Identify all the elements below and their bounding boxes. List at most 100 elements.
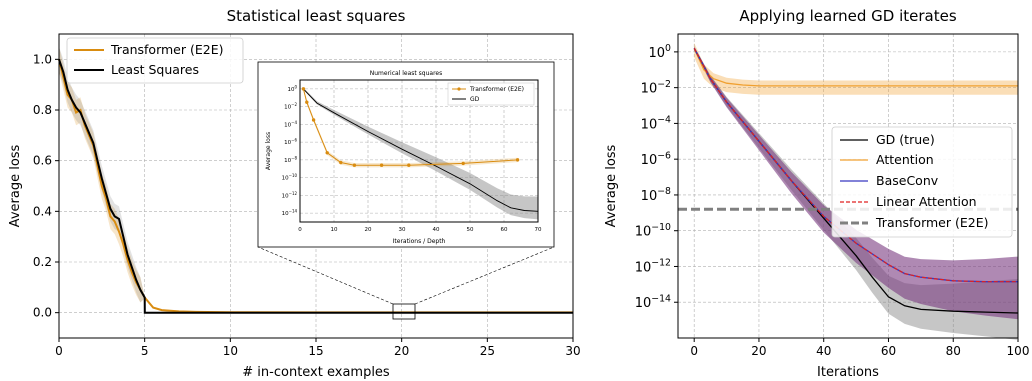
- zoom-connector-right: [414, 246, 555, 305]
- right-y-tick-label: 10−10: [635, 222, 671, 240]
- inset-y-tick-label: 10−10: [282, 173, 298, 181]
- right-legend-box: [831, 126, 1013, 238]
- inset-y-tick-label: 10−12: [282, 191, 298, 199]
- inset-x-tick-label: 60: [501, 227, 508, 233]
- right-plot-frame: [677, 33, 1019, 339]
- right-y-axis-label: Average loss: [604, 144, 619, 227]
- right-y-tick-label: 10−4: [641, 115, 671, 133]
- left-chart: Statistical least squares 0 5 10 15 20 25 30 0.…: [8, 7, 581, 380]
- right-legend: GD (true) Attention BaseConv Linear Atte…: [831, 126, 1013, 238]
- inset-title: Numerical least squares: [370, 70, 443, 77]
- right-y-tick-label: 10−2: [641, 79, 671, 97]
- inset-y-tick-label: 10−6: [284, 138, 297, 146]
- left-y-tick-label: 0.2: [33, 255, 52, 269]
- inset-transformer-line: [302, 88, 518, 166]
- right-x-tick-label: 60: [881, 344, 896, 358]
- left-series-lines: [58, 58, 573, 314]
- inset-tick-labels: 0 10 20 30 40 50 60 70 100 10−2 10−4 10−6 10−8 10−10 1…: [282, 84, 542, 233]
- inset-x-tick-label: 50: [467, 227, 474, 233]
- right-chart-title: Applying learned GD iterates: [739, 7, 957, 25]
- right-x-tick-label: 0: [690, 344, 698, 358]
- baseconv-band: [694, 46, 1018, 320]
- inset-chart: Numerical least squares 0 10 20 30 40 50 60 70 1…: [257, 61, 555, 248]
- inset-x-tick-label: 70: [535, 227, 542, 233]
- right-x-tick-label: 80: [946, 344, 961, 358]
- attention-band: [694, 42, 1018, 95]
- inset-transformer-point: [305, 100, 309, 104]
- legend-label-transformer: Transformer (E2E): [110, 42, 223, 57]
- left-y-axis-label: Average loss: [8, 144, 23, 227]
- inset-legend-label-gd: GD: [470, 96, 480, 103]
- left-plot-frame: [58, 33, 574, 339]
- legend-label-gd-true: GD (true): [876, 132, 935, 147]
- left-x-tick-label: 20: [394, 344, 409, 358]
- left-y-tick-label: 0.4: [33, 204, 52, 218]
- inset-series-lines: [301, 87, 539, 212]
- inset-x-tick-label: 0: [298, 227, 302, 233]
- zoom-box: [392, 303, 416, 320]
- left-x-tick-label: 25: [480, 344, 495, 358]
- left-chart-title: Statistical least squares: [227, 7, 406, 25]
- left-x-tick-label: 30: [565, 344, 580, 358]
- inset-confidence-band: [303, 86, 538, 220]
- inset-x-axis-label: Iterations / Depth: [393, 238, 446, 245]
- right-x-tick-label: 40: [816, 344, 831, 358]
- left-x-tick-label: 15: [308, 344, 323, 358]
- inset-transformer-point: [352, 163, 357, 167]
- legend-label-linear-attention: Linear Attention: [876, 194, 977, 209]
- inset-legend-box: [447, 82, 535, 106]
- inset-transformer-point: [407, 163, 411, 167]
- right-y-tick-label: 100: [649, 43, 672, 61]
- inset-transformer-point: [301, 87, 306, 91]
- inset-transformer-point: [339, 160, 343, 165]
- legend-label-least-squares: Least Squares: [111, 62, 199, 77]
- inset-y-tick-label: 10−8: [284, 155, 297, 163]
- left-tick-labels: 0 5 10 15 20 25 30 0.0 0.2 0.4 0.6 0.8 1.0: [33, 52, 581, 358]
- inset-transformer-point: [515, 158, 520, 162]
- right-x-axis-label: Iterations: [817, 365, 879, 380]
- inset-transformer-point: [311, 118, 316, 122]
- right-y-tick-label: 10−8: [641, 186, 671, 204]
- legend-label-attention: Attention: [876, 152, 934, 167]
- right-x-tick-label: 20: [751, 344, 766, 358]
- left-y-tick-label: 0.8: [33, 103, 52, 117]
- inset-legend-marker-transformer: [457, 87, 461, 91]
- linear-attention-line: [693, 48, 1018, 283]
- inset-x-tick-label: 20: [365, 227, 372, 233]
- inset-transformer-point: [325, 151, 329, 155]
- inset-y-axis-label: Average loss: [265, 132, 272, 170]
- inset-y-tick-label: 10−4: [284, 120, 297, 128]
- legend-label-baseconv: BaseConv: [876, 173, 939, 188]
- inset-gd-band: [303, 87, 538, 220]
- zoom-connector-left: [257, 246, 394, 305]
- inset-transformer-point: [461, 161, 465, 166]
- right-chart: Applying learned GD iterates 0 20 40 60 80 10…: [604, 7, 1029, 380]
- inset-x-tick-label: 40: [433, 227, 440, 233]
- right-grid: [674, 34, 1019, 342]
- inset-y-tick-label: 10−2: [284, 102, 297, 110]
- inset-x-tick-label: 10: [331, 227, 338, 233]
- inset-y-tick-label: 10−14: [282, 209, 298, 217]
- right-confidence-bands: [694, 42, 1018, 340]
- right-y-tick-label: 10−6: [641, 150, 671, 168]
- inset-plot-frame: [299, 79, 539, 223]
- inset-gd-line: [303, 88, 539, 212]
- left-y-tick-label: 1.0: [33, 52, 52, 66]
- inset-transformer-band: [303, 86, 518, 168]
- inset-legend-label-transformer: Transformer (E2E): [469, 86, 524, 93]
- left-x-tick-label: 10: [223, 344, 238, 358]
- left-y-tick-label: 0.0: [33, 306, 52, 320]
- left-legend: Transformer (E2E) Least Squares: [66, 37, 244, 84]
- left-x-axis-label: # in-context examples: [242, 365, 390, 380]
- inset-y-tick-label: 100: [287, 84, 297, 92]
- right-tick-labels: 0 20 40 60 80 100 100 10−2 10−4 10−6 10−8 10−10 10−1…: [635, 43, 1030, 358]
- left-x-tick-label: 0: [55, 344, 63, 358]
- left-y-tick-label: 0.6: [33, 154, 52, 168]
- left-legend-box: [66, 37, 244, 84]
- legend-label-transformer-e2e: Transformer (E2E): [875, 215, 988, 230]
- inset-x-tick-label: 30: [399, 227, 406, 233]
- right-y-tick-label: 10−12: [635, 258, 671, 276]
- left-x-tick-label: 5: [141, 344, 149, 358]
- right-y-tick-label: 10−14: [635, 293, 671, 311]
